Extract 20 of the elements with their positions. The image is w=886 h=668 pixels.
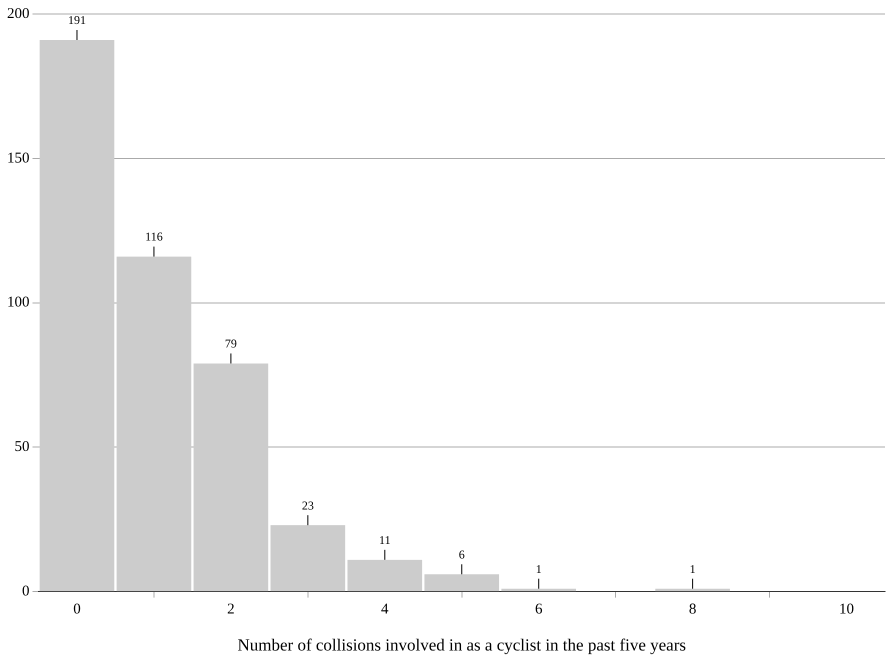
data-label: 1 — [536, 562, 542, 576]
y-tick-label: 150 — [7, 150, 30, 166]
x-tick-label: 4 — [381, 602, 390, 618]
data-label: 116 — [145, 230, 163, 244]
x-tick-label: 8 — [688, 602, 696, 618]
x-tick-label: 2 — [227, 602, 235, 618]
y-tick-label: 50 — [14, 439, 30, 456]
x-axis-title: Number of collisions involved in as a cyclist in the past five years — [237, 635, 686, 654]
data-label: 191 — [68, 13, 86, 28]
data-label: 11 — [379, 532, 391, 547]
data-label: 6 — [458, 547, 465, 562]
data-label: 23 — [302, 498, 314, 512]
data-label: 1 — [690, 562, 696, 576]
x-tick-label: 0 — [73, 602, 81, 618]
x-tick-label: 6 — [534, 602, 543, 618]
x-tick-label: 10 — [839, 602, 854, 618]
y-tick-label: 0 — [22, 584, 30, 600]
data-label: 79 — [224, 336, 237, 351]
y-tick-label: 200 — [7, 6, 30, 22]
y-tick-label: 100 — [7, 294, 30, 311]
